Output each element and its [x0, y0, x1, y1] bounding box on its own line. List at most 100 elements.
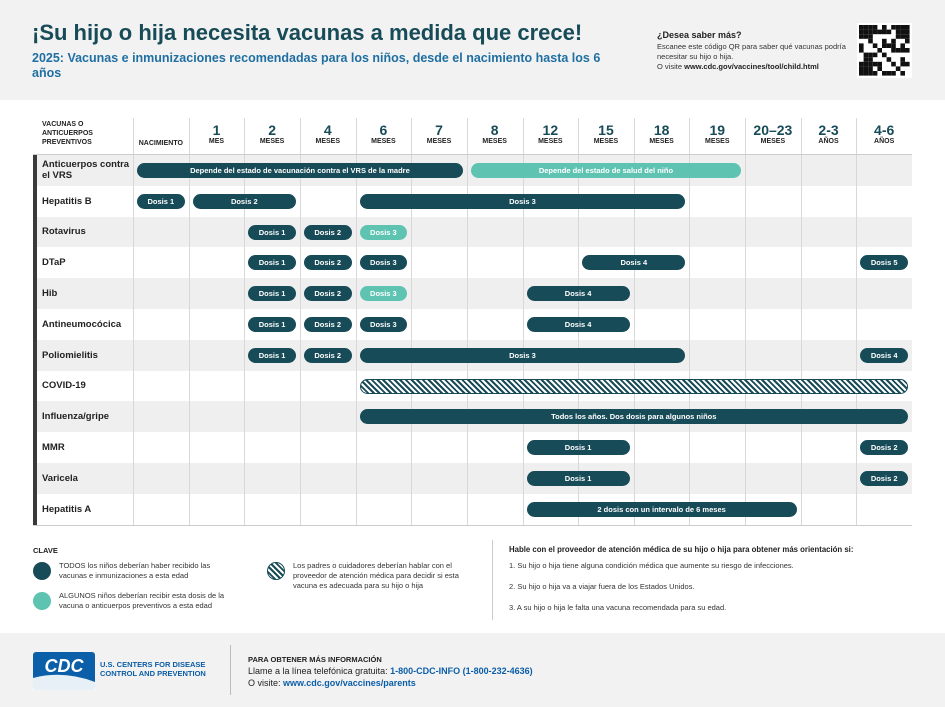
qr-cell — [859, 25, 864, 30]
qr-cell — [882, 29, 887, 35]
key-title: CLAVE — [33, 546, 58, 555]
phone[interactable]: 1-800-CDC-INFO (1-800-232-4636) — [390, 666, 533, 676]
dose-bar: Dosis 2 — [303, 224, 352, 240]
key-text: ALGUNOS niños deberían recibir esta dosi… — [59, 591, 225, 610]
dose-bar: Dosis 4 — [582, 255, 686, 271]
qr-cell — [868, 25, 873, 30]
row-marker — [33, 155, 37, 186]
qr-cell — [891, 71, 896, 76]
dose-bar: Dosis 1 — [526, 440, 630, 456]
visit-line: O visite: www.cdc.gov/vaccines/parents — [248, 678, 416, 688]
qr-cell — [882, 71, 887, 76]
row-marker — [33, 247, 37, 279]
col-header: 1 MES — [189, 122, 245, 145]
col-header: 2-3 AÑOS — [801, 122, 857, 145]
qr-cell — [868, 57, 873, 62]
qr-cell — [905, 48, 910, 53]
logo-text: CDC — [45, 656, 85, 676]
row-name: Rotavirus — [42, 226, 86, 238]
col-unit: NACIMIENTO — [138, 140, 183, 147]
dose-bar: Dosis 2 — [860, 471, 908, 486]
col-number: 2-3 — [818, 122, 839, 138]
dose-bar: Dosis 1 — [248, 224, 296, 240]
qr-cell — [886, 57, 892, 62]
col-header: 19 MESES — [689, 122, 745, 145]
row-marker — [33, 432, 37, 463]
col-line — [800, 118, 802, 525]
qr-title: ¿Desea saber más? — [657, 30, 742, 40]
dose-bar: Dosis 3 — [359, 286, 408, 302]
dose-bar: Dosis 2 — [860, 440, 908, 456]
qr-cell — [877, 66, 882, 71]
qr-cell — [863, 52, 869, 58]
dose-bar: Dosis 3 — [359, 224, 408, 240]
qr-cell — [872, 61, 878, 67]
col-number: 2 — [268, 122, 276, 138]
col-line — [355, 118, 357, 525]
qr-cell — [877, 29, 882, 35]
dose-bar: Dosis 4 — [860, 347, 908, 363]
advice-item: 2. Su hijo o hija va a viajar fuera de l… — [509, 582, 695, 591]
advice-title: Hable con el proveedor de atención médic… — [509, 545, 854, 554]
row-marker — [33, 309, 37, 340]
row-name: Poliomielitis — [42, 349, 98, 361]
advice-item: 1. Su hijo o hija tiene alguna condición… — [509, 561, 794, 570]
col-number: 4 — [323, 122, 332, 138]
col-line — [299, 118, 301, 525]
key-swatch — [267, 562, 285, 580]
dose-bar: Depende del estado de vacunación contra … — [137, 163, 463, 178]
qr-cell — [882, 52, 887, 58]
col-unit: MESES — [538, 138, 563, 145]
row-name: COVID-19 — [42, 380, 86, 392]
col-line — [466, 118, 468, 525]
col-header: 7 MESES — [411, 122, 467, 145]
col-number: 18 — [653, 122, 670, 138]
qr-cell — [895, 34, 901, 39]
col-unit: MESES — [426, 138, 452, 145]
col-unit: MESES — [259, 138, 285, 145]
qr-cell — [872, 25, 878, 30]
qr-cell — [868, 71, 873, 76]
qr-url[interactable]: www.cdc.gov/vaccines/tool/child.html — [684, 62, 819, 71]
qr-cell — [868, 29, 873, 35]
qr-cell — [868, 61, 873, 67]
qr-cell — [859, 29, 864, 35]
col-unit: MESES — [371, 138, 396, 145]
qr-cell — [900, 48, 905, 53]
dose-bar: Dosis 1 — [137, 193, 185, 209]
qr-code — [857, 23, 912, 78]
col-line — [633, 118, 635, 525]
col-unit: MESES — [704, 138, 730, 145]
qr-cell — [905, 38, 910, 44]
col-header: 6 MESES — [356, 122, 412, 145]
qr-cell — [868, 38, 873, 44]
row-marker — [33, 339, 37, 371]
col-header: 20–23 MESES — [745, 122, 801, 145]
qr-text: Escanee este código QR para saber qué va… — [657, 42, 847, 72]
qr-cell — [886, 43, 892, 48]
row-name: DTaP — [42, 257, 66, 269]
col-header: 4 MESES — [300, 122, 356, 145]
qr-cell — [891, 25, 896, 30]
qr-cell — [900, 29, 905, 35]
dose-bar: Dosis 3 — [359, 193, 686, 209]
qr-desc: Escanee este código QR para saber qué va… — [657, 42, 846, 61]
qr-cell — [863, 34, 869, 39]
qr-cell — [859, 34, 864, 39]
agency: U.S. CENTERS FOR DISEASE CONTROL AND PRE… — [100, 660, 206, 678]
divider — [230, 645, 231, 695]
row-marker — [33, 370, 37, 402]
qr-cell — [868, 66, 873, 71]
footer-url[interactable]: www.cdc.gov/vaccines/parents — [283, 678, 416, 688]
dose-bar: Dosis 2 — [192, 193, 296, 209]
col-unit: MESES — [315, 138, 340, 145]
qr-cell — [905, 25, 910, 30]
qr-cell — [900, 57, 905, 62]
key-swatch — [33, 562, 51, 580]
qr-cell — [872, 43, 878, 48]
qr-cell — [872, 29, 878, 35]
col-header: 18 MESES — [634, 122, 690, 145]
qr-cell — [891, 38, 896, 44]
qr-cell — [863, 66, 869, 71]
qr-cell — [868, 52, 873, 58]
